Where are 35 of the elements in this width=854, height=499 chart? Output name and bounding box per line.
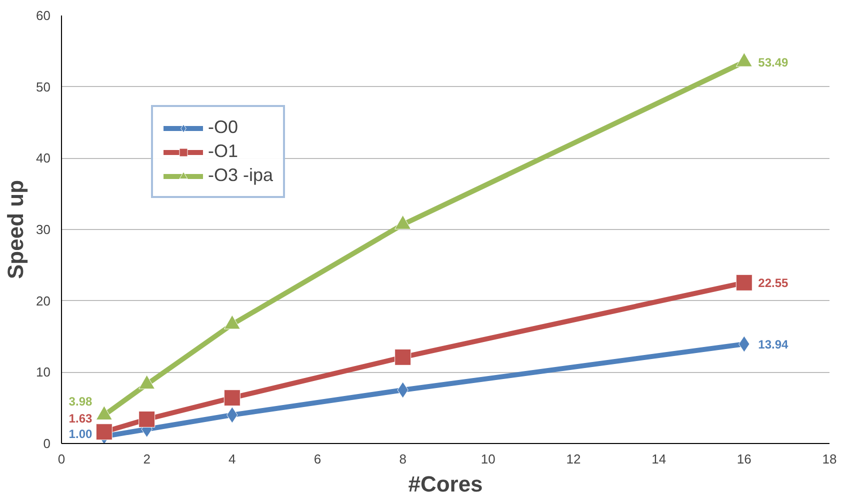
data-label: 13.94 — [758, 338, 789, 352]
data-label: 22.55 — [758, 276, 789, 290]
legend-label: -O3 -ipa — [208, 165, 274, 186]
x-tick-label: 10 — [480, 452, 496, 466]
x-axis-title: #Cores — [408, 472, 483, 496]
y-tick-label: 50 — [36, 79, 51, 94]
point — [736, 52, 752, 67]
x-tick-label: 18 — [822, 452, 837, 466]
data-label: 1.00 — [68, 426, 92, 441]
x-tick-label: 12 — [566, 452, 581, 466]
point — [394, 215, 412, 230]
data-label: 3.98 — [68, 394, 92, 409]
y-axis-title: Speed up — [3, 180, 28, 280]
x-tick-label: 8 — [399, 452, 406, 466]
x-tick-label: 4 — [228, 452, 236, 466]
x-tick-label: 6 — [314, 452, 322, 466]
y-tick-label: 30 — [36, 222, 51, 237]
x-tick-label: 0 — [58, 452, 66, 466]
point — [96, 424, 112, 440]
x-tick-label: 16 — [736, 452, 752, 466]
y-tick-label: 60 — [36, 8, 51, 23]
y-tick-label: 40 — [36, 150, 51, 166]
y-tick-label: 20 — [36, 293, 51, 308]
legend-label: -O1 — [208, 141, 238, 162]
y-tick-label: 10 — [36, 364, 51, 380]
point — [736, 274, 752, 291]
x-tick-label: 2 — [143, 452, 150, 466]
legend-label: -O0 — [208, 117, 238, 138]
data-label: 53.49 — [758, 55, 789, 70]
point — [224, 390, 240, 406]
data-label: 1.63 — [68, 411, 92, 426]
point — [138, 410, 156, 428]
point — [394, 348, 412, 366]
y-tick-label: 0 — [43, 436, 51, 451]
x-tick-label: 14 — [652, 452, 666, 466]
